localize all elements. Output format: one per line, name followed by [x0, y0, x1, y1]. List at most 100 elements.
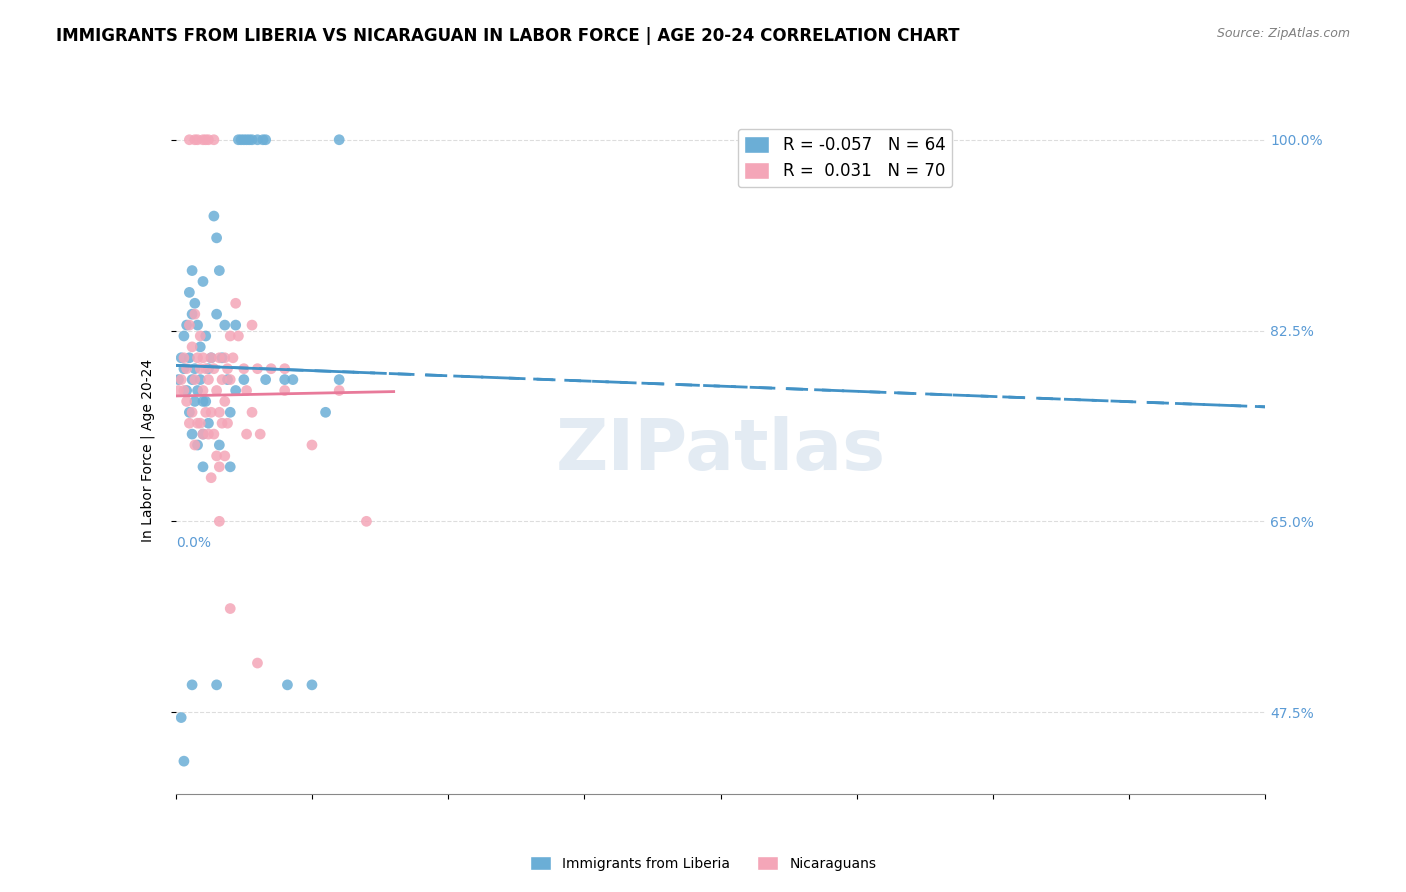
Point: [200, 351, 222, 365]
Point: [179, 351, 201, 365]
Point: [181, 678, 204, 692]
Point: [186, 438, 209, 452]
Point: [179, 133, 201, 147]
Point: [179, 416, 201, 430]
Point: [328, 384, 350, 398]
Point: [240, 133, 263, 147]
Point: [214, 449, 236, 463]
Point: [186, 318, 209, 332]
Point: [188, 361, 211, 376]
Point: [208, 459, 231, 474]
Point: [274, 361, 297, 376]
Point: [186, 133, 209, 147]
Point: [179, 285, 201, 300]
Point: [194, 361, 217, 376]
Point: [240, 318, 263, 332]
Point: [205, 678, 228, 692]
Point: [219, 459, 242, 474]
Point: [219, 405, 242, 419]
Point: [208, 438, 231, 452]
Point: [205, 449, 228, 463]
Point: [179, 318, 201, 332]
Point: [191, 427, 214, 442]
Point: [181, 340, 204, 354]
Point: [281, 373, 304, 387]
Point: [315, 405, 337, 419]
Point: [235, 133, 257, 147]
Point: [219, 601, 242, 615]
Point: [202, 427, 225, 442]
Point: [173, 351, 195, 365]
Point: [356, 514, 378, 528]
Point: [205, 307, 228, 321]
Point: [274, 373, 297, 387]
Point: [217, 416, 239, 430]
Point: [167, 373, 190, 387]
Point: [276, 678, 298, 692]
Point: [328, 373, 350, 387]
Point: [176, 394, 198, 409]
Point: [232, 361, 254, 376]
Point: [219, 373, 242, 387]
Point: [181, 373, 204, 387]
Point: [181, 427, 204, 442]
Point: [188, 340, 211, 354]
Point: [186, 384, 209, 398]
Point: [167, 384, 190, 398]
Point: [225, 296, 247, 310]
Point: [217, 373, 239, 387]
Point: [184, 361, 207, 376]
Point: [197, 133, 219, 147]
Point: [194, 133, 217, 147]
Point: [186, 416, 209, 430]
Point: [232, 133, 254, 147]
Point: [208, 351, 231, 365]
Point: [184, 373, 207, 387]
Point: [200, 405, 222, 419]
Point: [191, 275, 214, 289]
Point: [328, 133, 350, 147]
Point: [179, 405, 201, 419]
Point: [184, 438, 207, 452]
Point: [254, 133, 277, 147]
Point: [173, 754, 195, 768]
Point: [301, 438, 323, 452]
Point: [254, 373, 277, 387]
Point: [208, 514, 231, 528]
Point: [176, 318, 198, 332]
Point: [225, 384, 247, 398]
Point: [246, 656, 269, 670]
Point: [214, 351, 236, 365]
Point: [176, 384, 198, 398]
Point: [202, 209, 225, 223]
Point: [205, 231, 228, 245]
Point: [214, 318, 236, 332]
Point: [184, 307, 207, 321]
Point: [184, 296, 207, 310]
Point: [194, 405, 217, 419]
Point: [214, 394, 236, 409]
Point: [301, 678, 323, 692]
Point: [219, 329, 242, 343]
Point: [191, 384, 214, 398]
Point: [246, 361, 269, 376]
Point: [200, 471, 222, 485]
Point: [170, 351, 193, 365]
Point: [211, 351, 233, 365]
Point: [173, 329, 195, 343]
Point: [181, 405, 204, 419]
Point: [181, 307, 204, 321]
Point: [211, 416, 233, 430]
Point: [188, 373, 211, 387]
Text: Source: ZipAtlas.com: Source: ZipAtlas.com: [1216, 27, 1350, 40]
Point: [249, 427, 271, 442]
Point: [235, 384, 257, 398]
Point: [191, 394, 214, 409]
Point: [260, 361, 283, 376]
Point: [231, 133, 253, 147]
Point: [191, 459, 214, 474]
Text: 0.0%: 0.0%: [176, 536, 211, 550]
Legend: R = -0.057   N = 64, R =  0.031   N = 70: R = -0.057 N = 64, R = 0.031 N = 70: [738, 129, 952, 187]
Point: [184, 133, 207, 147]
Point: [197, 361, 219, 376]
